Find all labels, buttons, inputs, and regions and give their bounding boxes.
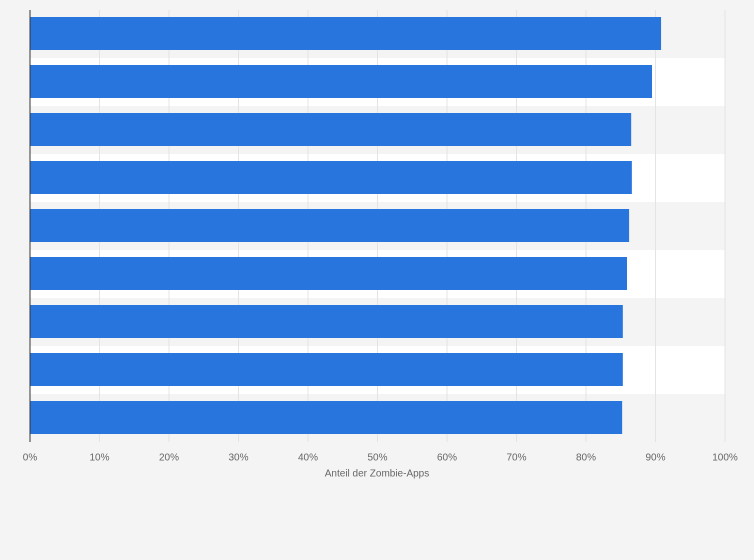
bar — [30, 113, 632, 146]
bar — [30, 257, 628, 290]
x-tick-label: 0% — [23, 453, 38, 464]
x-tick-label: 80% — [576, 453, 596, 464]
bar — [30, 305, 623, 338]
bar — [30, 353, 623, 386]
x-tick-label: 40% — [298, 453, 318, 464]
bar — [30, 209, 630, 242]
x-tick-label: 50% — [367, 453, 387, 464]
x-tick-label: 30% — [228, 453, 248, 464]
x-axis-title: Anteil der Zombie-Apps — [325, 469, 430, 480]
bar — [30, 17, 662, 50]
bar — [30, 161, 632, 194]
bar — [30, 65, 653, 98]
x-tick-label: 60% — [437, 453, 457, 464]
x-tick-label: 90% — [645, 453, 665, 464]
x-tick-label: 100% — [712, 453, 738, 464]
bar — [30, 401, 623, 434]
x-tick-label: 10% — [89, 453, 109, 464]
x-tick-label: 20% — [159, 453, 179, 464]
x-tick-label: 70% — [506, 453, 526, 464]
